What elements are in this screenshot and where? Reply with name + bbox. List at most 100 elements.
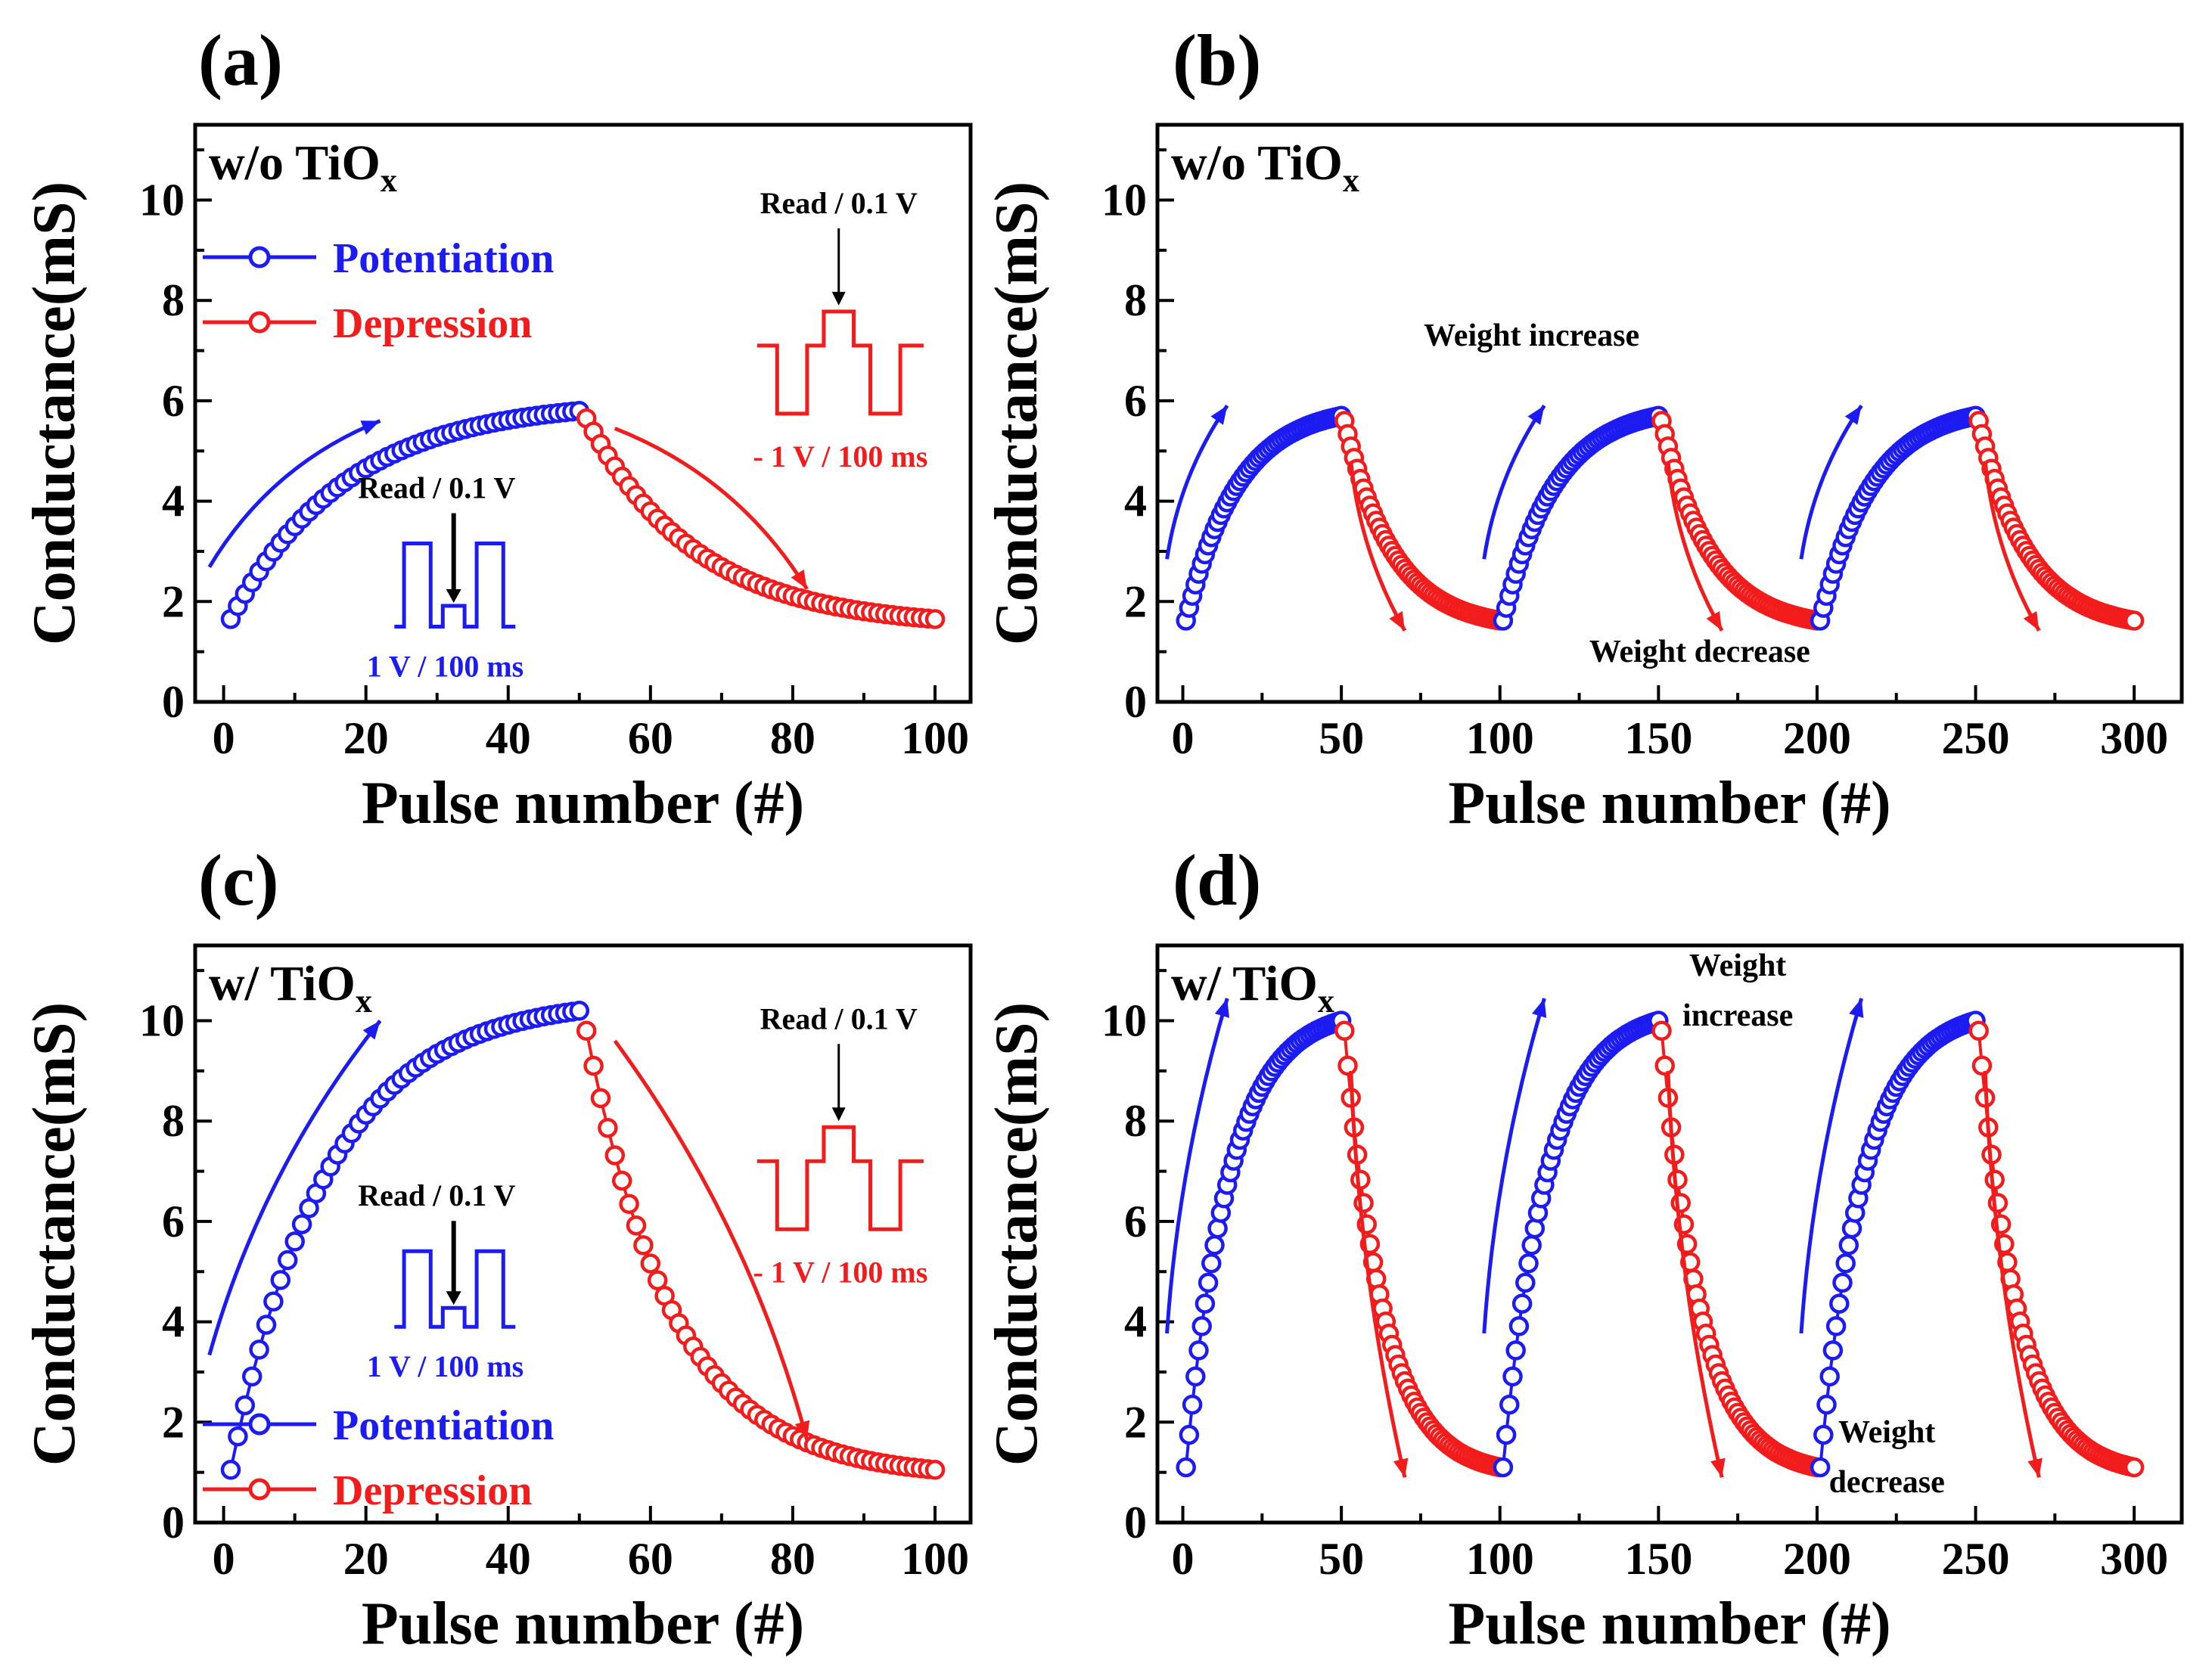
potentiation-point <box>1524 1218 1546 1239</box>
weight-decrease-arrow-head <box>1393 1457 1409 1478</box>
potentiation-point <box>1810 1457 1831 1478</box>
x-tick-label: 100 <box>901 713 969 763</box>
depression-point <box>924 609 946 629</box>
weight-decrease-arrow-head <box>794 1420 810 1440</box>
panel-letter: (a) <box>198 20 283 101</box>
y-tick-label: 2 <box>162 1397 185 1447</box>
potentiation-point <box>277 1249 298 1271</box>
potentiation-point <box>256 1315 277 1335</box>
y-tick-label: 6 <box>1124 376 1147 426</box>
depression-point <box>590 1088 611 1109</box>
plot-frame <box>193 943 973 1525</box>
potentiation-point <box>249 1339 269 1360</box>
weight-decrease-arrow <box>1983 1070 2041 1478</box>
y-tick-label: 10 <box>139 175 185 225</box>
potentiation-point <box>1822 1340 1844 1361</box>
panel-letter: (d) <box>1173 840 1261 920</box>
x-tick-label: 300 <box>2100 713 2168 763</box>
depression-point <box>1667 1169 1688 1190</box>
depression-point <box>647 1270 668 1290</box>
panel-d: (d) 0 50 100 150 200 250 300 0 2 4 6 8 10 Pulse number… <box>983 840 2184 1657</box>
potentiation-point <box>1508 1316 1530 1336</box>
potentiation-point <box>1207 1218 1228 1239</box>
annotation-text: Weight <box>1689 948 1786 983</box>
weight-decrease-arrow <box>1349 1070 1407 1478</box>
annotation-text: Weight increase <box>1424 318 1639 353</box>
potentiation-point <box>1832 1272 1853 1293</box>
y-tick-label: 6 <box>1124 1197 1147 1246</box>
x-tick-label: 0 <box>213 1534 235 1584</box>
y-tick-label: 10 <box>1101 175 1147 225</box>
read-arrow-head <box>831 1107 846 1122</box>
x-tick-label: 60 <box>628 713 673 763</box>
weight-decrease-arrow <box>1983 461 2041 632</box>
potentiation-point <box>1182 1394 1203 1415</box>
x-tick-label: 40 <box>486 1534 531 1584</box>
potentiation-point <box>235 1395 256 1416</box>
y-tick-label: 8 <box>162 1096 185 1146</box>
read-voltage-label: Read / 0.1 V <box>760 186 918 220</box>
panel-a: (a) 0 20 40 60 80 100 0 2 4 6 8 10 Pulse number (#) Co… <box>21 20 973 837</box>
potentiation-point <box>1499 1394 1520 1415</box>
potentiation-point <box>1819 1366 1840 1387</box>
read-arrow-head <box>446 588 461 603</box>
depression-point <box>640 1253 661 1274</box>
depression-pulse-label: - 1 V / 100 ms <box>753 439 928 473</box>
x-tick-label: 20 <box>343 713 389 763</box>
y-tick-label: 4 <box>1124 477 1147 526</box>
x-tick-label: 300 <box>2100 1534 2168 1584</box>
y-tick-label: 0 <box>1124 677 1147 727</box>
x-tick-label: 250 <box>1942 1534 2010 1584</box>
x-axis-title: Pulse number (#) <box>1448 1591 1890 1657</box>
depression-point <box>604 1145 626 1166</box>
weight-increase-arrow-head <box>1214 998 1229 1018</box>
potentiation-point <box>1176 1457 1196 1478</box>
weight-decrease-arrow-head <box>2023 610 2040 631</box>
weight-increase-arrow <box>1165 404 1229 560</box>
legend-potentiation-label: Potentiation <box>333 1402 554 1449</box>
depression-point <box>1334 1020 1355 1041</box>
potentiation-point <box>1835 1253 1856 1274</box>
x-axis-title: Pulse number (#) <box>1448 770 1890 837</box>
potentiation-point <box>1511 1293 1533 1314</box>
sample-label: w/ TiOx <box>209 956 372 1020</box>
x-tick-label: 60 <box>628 1534 673 1584</box>
y-tick-label: 10 <box>139 996 185 1046</box>
depression-pulse-scheme <box>756 309 924 416</box>
weight-increase-arrow <box>1482 998 1546 1334</box>
weight-decrease-arrow <box>1666 1070 1724 1478</box>
x-tick-label: 150 <box>1624 1534 1692 1584</box>
potentiation-pulse-label: 1 V / 100 ms <box>367 1349 523 1383</box>
potentiation-point <box>1829 1293 1850 1314</box>
annotation-text: increase <box>1682 998 1793 1033</box>
y-tick-label: 0 <box>162 1498 185 1547</box>
y-tick-label: 6 <box>162 1197 185 1246</box>
weight-decrease-arrow <box>613 1039 809 1441</box>
weight-decrease-arrow-head <box>1710 1457 1726 1478</box>
sample-label-subscript: x <box>356 983 372 1020</box>
weight-increase-arrow-head <box>362 1020 381 1040</box>
x-tick-label: 100 <box>1466 713 1534 763</box>
sample-label-subscript: x <box>381 162 397 199</box>
potentiation-point <box>1841 1218 1862 1239</box>
plot-frame <box>193 123 973 704</box>
weight-increase-arrow <box>207 419 381 568</box>
depression-point <box>1651 1020 1672 1041</box>
legend-depression-marker <box>248 311 271 334</box>
potentiation-point <box>1179 1424 1200 1445</box>
y-axis-title: Conductance(mS) <box>983 1002 1050 1466</box>
potentiation-point <box>1198 1272 1219 1293</box>
x-tick-label: 20 <box>343 1534 389 1584</box>
potentiation-point <box>1813 1424 1834 1445</box>
depression-point <box>1350 1169 1371 1190</box>
x-tick-label: 200 <box>1783 713 1851 763</box>
depression-point <box>2123 610 2145 631</box>
potentiation-point <box>1816 1394 1837 1415</box>
x-tick-label: 250 <box>1942 713 2010 763</box>
panel-b: (b) 0 50 100 150 200 250 300 0 2 4 6 8 10 Pulse number… <box>983 20 2184 837</box>
potentiation-point <box>1201 1253 1222 1274</box>
y-tick-label: 2 <box>162 576 185 626</box>
potentiation-pulse-scheme <box>394 541 516 629</box>
potentiation-point <box>1838 1235 1859 1256</box>
sample-label-subscript: x <box>1343 162 1359 199</box>
